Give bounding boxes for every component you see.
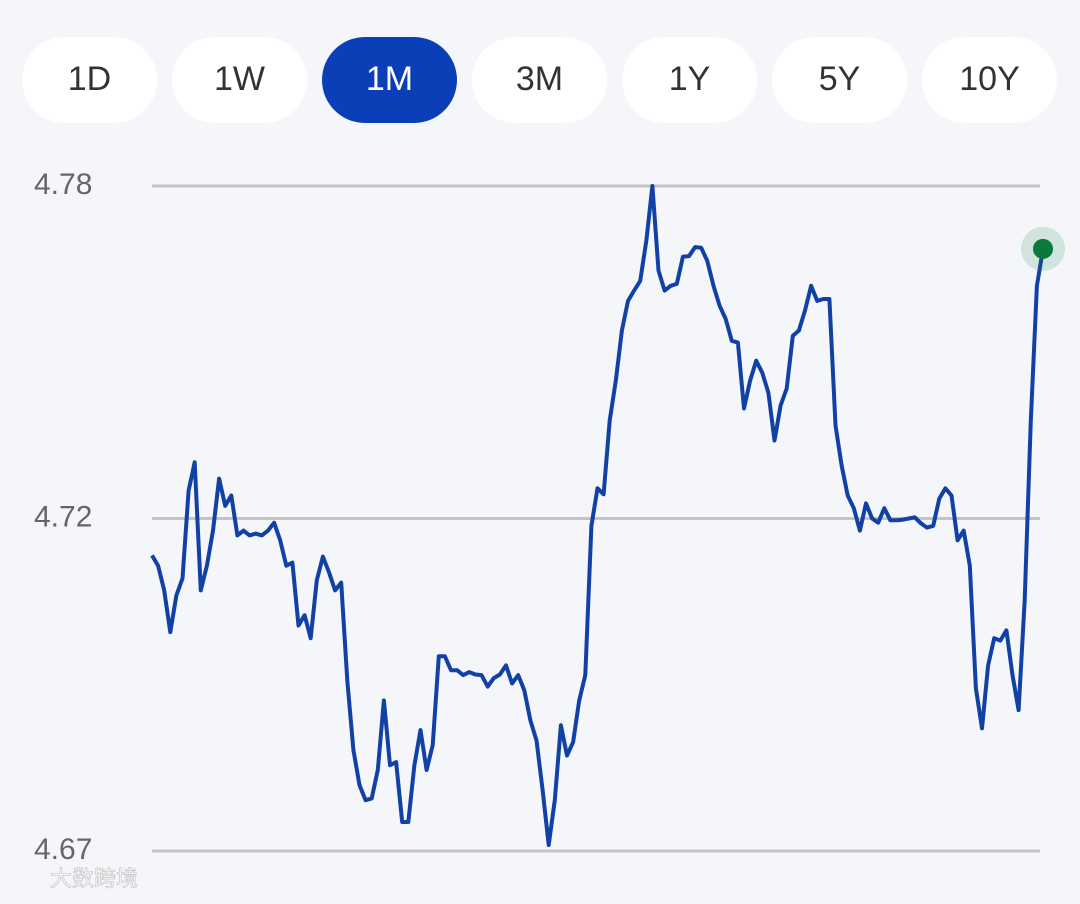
y-tick-label: 4.67 — [34, 833, 92, 866]
period-button[interactable] — [472, 37, 607, 123]
y-tick-label: 4.78 — [34, 168, 92, 201]
period-button[interactable] — [22, 37, 157, 123]
period-button[interactable] — [622, 37, 757, 123]
y-tick-label: 4.72 — [34, 500, 92, 533]
period-label[interactable]: 10Y — [959, 60, 1020, 98]
period-label[interactable]: 1D — [68, 60, 111, 98]
period-button[interactable] — [922, 37, 1057, 123]
period-label[interactable]: 1Y — [669, 60, 711, 98]
period-button[interactable] — [172, 37, 307, 123]
period-button[interactable] — [772, 37, 907, 123]
period-button[interactable] — [322, 37, 457, 123]
period-label[interactable]: 5Y — [819, 60, 861, 98]
period-label[interactable]: 1W — [214, 60, 265, 98]
end-marker — [1033, 238, 1053, 259]
period-label[interactable]: 3M — [516, 60, 563, 98]
period-label[interactable]: 1M — [366, 60, 413, 98]
watermark: 大数跨境 — [50, 866, 138, 891]
price-line — [150, 184, 1045, 847]
